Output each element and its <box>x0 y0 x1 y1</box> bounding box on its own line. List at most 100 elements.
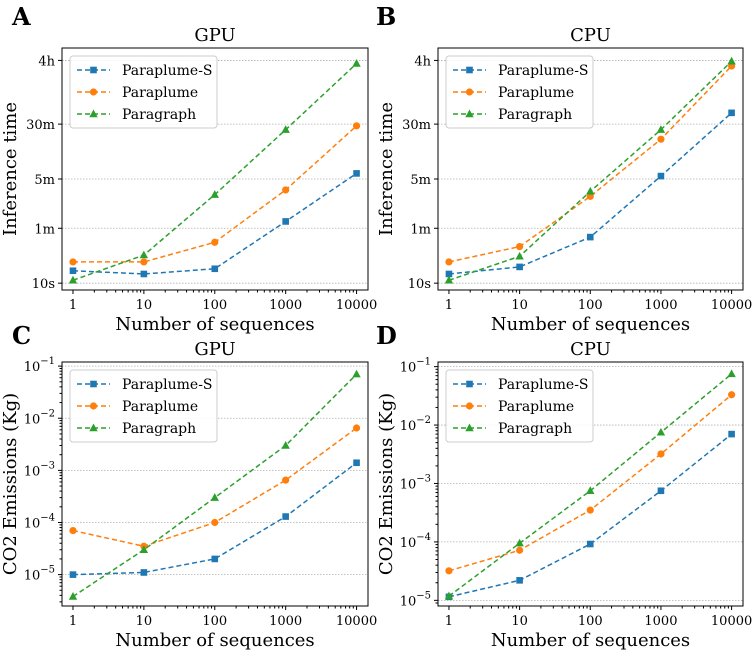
data-point-paraplume-s <box>211 265 219 273</box>
legend-label: Paraplume <box>498 399 574 415</box>
data-point-paragraph <box>139 250 149 259</box>
legend-marker <box>89 109 98 118</box>
series-line-paraplume <box>72 427 358 548</box>
data-point-paraplume-s <box>445 270 453 278</box>
chart-title: GPU <box>194 25 235 46</box>
y-tick-label: 10s <box>408 277 431 292</box>
chart-title: CPU <box>570 25 611 46</box>
data-point-paragraph <box>656 125 666 133</box>
y-tick-label: 1m <box>34 222 55 237</box>
plot-frame <box>61 361 369 607</box>
y-tick-label: 5m <box>34 173 55 188</box>
legend-marker <box>90 66 97 74</box>
panel-b: B CPU 10s 1m 5m 30m 4h 1 10 100 1000 10000 Number of… <box>376 2 752 335</box>
data-point-paraplume <box>586 506 594 514</box>
data-point-paraplume <box>211 238 219 246</box>
panel-letter: B <box>376 2 396 31</box>
data-point-paraplume <box>282 186 290 194</box>
y-tick-label: 10−1 <box>24 356 55 375</box>
panel-d: D CPU 10−5 10−4 10−3 10−2 10−1 1 10 100 1000 10000 N… <box>376 321 752 650</box>
data-point-paraplume-s <box>353 459 360 467</box>
data-point-paraplume <box>657 450 665 458</box>
data-point-paraplume-s <box>69 267 77 275</box>
y-axis-label: Inference time <box>376 102 397 236</box>
x-tick-label: 1000 <box>644 614 677 629</box>
y-tick-label: 4h <box>414 54 431 69</box>
y-tick-label: 4h <box>38 54 55 69</box>
legend-box <box>445 55 594 129</box>
plot-frame <box>437 361 744 607</box>
data-point-paraplume <box>352 424 361 432</box>
y-tick-label: 10−2 <box>24 408 55 427</box>
legend-marker <box>465 402 474 410</box>
data-point-paraplume <box>657 135 665 143</box>
data-point-paragraph <box>444 275 454 284</box>
panel-c: C GPU 10−5 10−4 10−3 10−2 10−1 1 10 100 1000 10000 N… <box>0 321 377 650</box>
data-point-paragraph <box>444 591 454 600</box>
x-axis-label: Number of sequences <box>491 314 690 335</box>
y-tick-label: 1m <box>410 222 431 237</box>
data-point-paraplume-s <box>516 577 523 584</box>
series-line-paraplume-s <box>72 172 357 275</box>
data-point-paraplume-s <box>586 540 594 548</box>
data-point-paraplume <box>445 567 453 575</box>
data-point-paragraph <box>515 251 524 260</box>
panel-a: A GPU 10s 1m 5m 30m 4h 1 10 100 1000 10000 Number of… <box>0 2 377 335</box>
data-point-paraplume-s <box>657 172 665 180</box>
chart-title: GPU <box>194 339 235 360</box>
data-point-paraplume <box>211 518 219 527</box>
data-point-paragraph <box>68 275 78 284</box>
y-tick-label: 10−4 <box>400 532 431 551</box>
legend-marker <box>89 88 98 96</box>
series-line-paraplume <box>448 65 733 263</box>
plot-frame <box>437 47 744 291</box>
legend-label: Paraplume-S <box>122 377 213 393</box>
data-point-paragraph <box>586 186 595 195</box>
legend-box <box>69 55 218 129</box>
y-axis-label: Inference time <box>0 102 21 236</box>
x-tick-label: 1 <box>445 614 453 629</box>
panel-letter: D <box>376 321 397 350</box>
data-point-paragraph <box>281 125 290 133</box>
legend-marker <box>465 423 474 432</box>
y-tick-label: 10−3 <box>24 460 55 479</box>
data-point-paraplume-s <box>728 109 735 117</box>
x-tick-label: 100 <box>202 614 227 629</box>
x-tick-label: 1000 <box>269 614 302 629</box>
legend-marker <box>466 380 473 388</box>
x-tick-label: 100 <box>202 298 227 313</box>
x-tick-label: 10 <box>511 614 528 629</box>
data-point-paraplume <box>69 526 77 535</box>
y-tick-label: 5m <box>410 173 431 188</box>
data-point-paraplume-s <box>282 218 289 225</box>
x-tick-label: 10 <box>136 298 153 313</box>
x-tick-label: 10000 <box>711 614 752 629</box>
y-tick-label: 10−2 <box>400 415 431 434</box>
y-tick-label: 30m <box>402 118 431 133</box>
data-point-paragraph <box>515 538 524 547</box>
x-tick-label: 10000 <box>336 298 377 313</box>
panel-letter: A <box>11 2 31 31</box>
data-point-paragraph <box>727 56 736 65</box>
legend-label: Paragraph <box>122 107 196 123</box>
x-axis-label: Number of sequences <box>115 630 314 650</box>
legend-label: Paraplume <box>122 399 198 415</box>
x-axis-label: Number of sequences <box>491 630 690 650</box>
y-tick-label: 30m <box>26 118 55 133</box>
x-tick-label: 1 <box>69 614 77 629</box>
legend-marker <box>466 66 473 74</box>
x-tick-label: 1000 <box>644 298 677 313</box>
data-point-paragraph <box>352 369 361 378</box>
legend-label: Paragraph <box>498 421 572 437</box>
x-tick-label: 10 <box>136 614 153 629</box>
data-point-paragraph <box>281 441 290 449</box>
plot-frame <box>61 47 369 291</box>
data-point-paraplume <box>140 258 148 266</box>
data-point-paraplume <box>352 122 361 130</box>
data-point-paragraph <box>352 59 361 67</box>
y-tick-label: 10−1 <box>400 357 431 376</box>
data-point-paragraph <box>68 592 78 600</box>
data-point-paraplume-s <box>140 270 148 278</box>
x-tick-label: 10000 <box>711 298 752 313</box>
chart-title: CPU <box>570 339 611 360</box>
